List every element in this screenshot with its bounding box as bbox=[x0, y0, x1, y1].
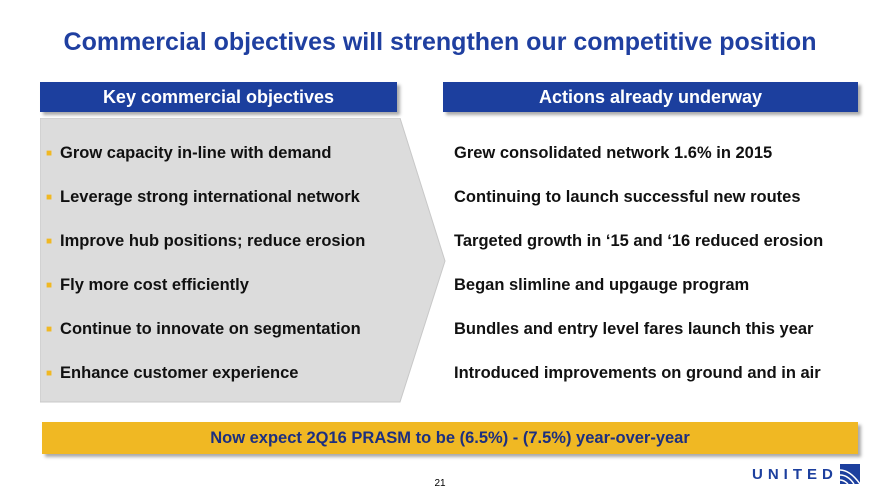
item-text: Introduced improvements on ground and in… bbox=[454, 364, 821, 382]
bullet: ■ bbox=[46, 236, 53, 248]
item-text: Leverage strong international network bbox=[60, 188, 360, 206]
left-item: ■ Grow capacity in-line with demand bbox=[46, 144, 331, 163]
left-item: ■ Leverage strong international network bbox=[46, 188, 360, 207]
item-text: Fly more cost efficiently bbox=[60, 276, 249, 294]
item-text: Grew consolidated network 1.6% in 2015 bbox=[454, 144, 773, 162]
item-text: Targeted growth in ‘15 and ‘16 reduced e… bbox=[454, 232, 824, 250]
right-item: Began slimline and upgauge program bbox=[454, 276, 749, 295]
right-item: Continuing to launch successful new rout… bbox=[454, 188, 801, 207]
bullet: ■ bbox=[46, 324, 53, 336]
right-item: Grew consolidated network 1.6% in 2015 bbox=[454, 144, 772, 163]
banner: Now expect 2Q16 PRASM to be (6.5%) - (7.… bbox=[42, 422, 858, 454]
left-item: ■ Improve hub positions; reduce erosion bbox=[46, 232, 365, 251]
title: Commercial objectives will strengthen ou… bbox=[63, 28, 817, 56]
item-text: Enhance customer experience bbox=[60, 364, 299, 382]
logo: UNITED bbox=[752, 466, 838, 483]
item-text: Continue to innovate on segmentation bbox=[60, 320, 361, 338]
bullet: ■ bbox=[46, 192, 53, 204]
bullet: ■ bbox=[46, 280, 53, 292]
logo-globe bbox=[840, 464, 860, 484]
right-item: Bundles and entry level fares launch thi… bbox=[454, 320, 813, 339]
left-header: Key commercial objectives bbox=[40, 82, 397, 112]
item-text: Bundles and entry level fares launch thi… bbox=[454, 320, 814, 338]
page-number: 21 bbox=[434, 478, 446, 489]
left-item: ■ Enhance customer experience bbox=[46, 364, 298, 383]
item-text: Improve hub positions; reduce erosion bbox=[60, 232, 366, 250]
chevron bbox=[40, 118, 446, 403]
right-item: Targeted growth in ‘15 and ‘16 reduced e… bbox=[454, 232, 823, 251]
left-item: ■ Fly more cost efficiently bbox=[46, 276, 249, 295]
bullet: ■ bbox=[46, 368, 53, 380]
right-item: Introduced improvements on ground and in… bbox=[454, 364, 821, 383]
item-text: Continuing to launch successful new rout… bbox=[454, 188, 801, 206]
item-text: Grow capacity in-line with demand bbox=[60, 144, 332, 162]
right-header: Actions already underway bbox=[443, 82, 858, 112]
item-text: Began slimline and upgauge program bbox=[454, 276, 750, 294]
left-item: ■ Continue to innovate on segmentation bbox=[46, 320, 361, 339]
bullet: ■ bbox=[46, 148, 53, 160]
